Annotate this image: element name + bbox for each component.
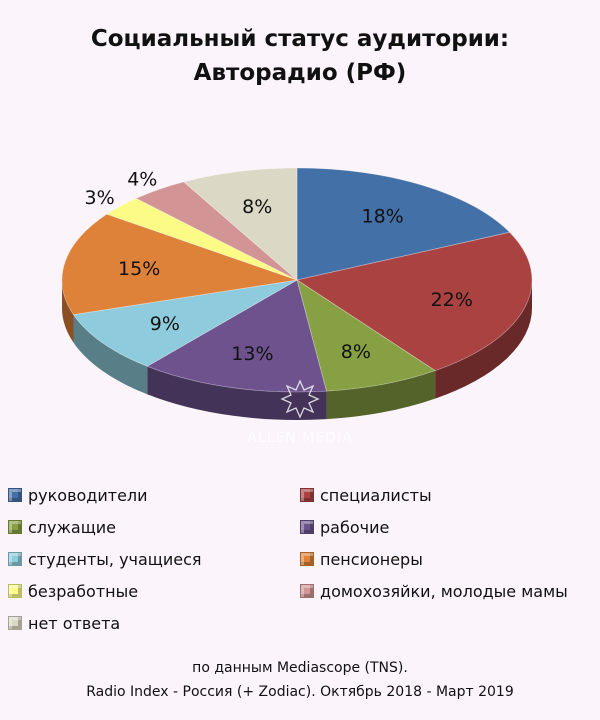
legend-item-2: служащие	[8, 516, 300, 538]
legend-label: безработные	[28, 581, 139, 601]
legend-item-0: руководители	[8, 484, 300, 506]
legend-label: служащие	[28, 517, 117, 537]
pie-slice-специалисты	[295, 231, 533, 372]
legend-swatch	[8, 520, 22, 534]
pie-slice-нет ответа	[182, 167, 298, 281]
legend-label: рабочие	[320, 517, 390, 537]
pie-value-label: 8%	[341, 341, 371, 363]
legend-swatch	[300, 584, 314, 598]
pie-tops	[61, 167, 533, 393]
pie-slice-служащие	[296, 279, 437, 392]
legend-swatch	[8, 488, 22, 502]
chart-legend: руководители специалисты служащие рабочи…	[8, 484, 598, 634]
watermark: ALLEN MEDIA	[247, 379, 352, 446]
chart-title: Социальный статус аудитории: Авторадио (…	[0, 22, 600, 90]
pie-slice-пенсионеры	[61, 213, 298, 316]
pie-value-label: 4%	[127, 169, 157, 191]
legend-item-3: рабочие	[300, 516, 592, 538]
legend-label: пенсионеры	[320, 549, 423, 569]
legend-item-5: пенсионеры	[300, 548, 592, 570]
pie-side-рабочие	[147, 366, 327, 421]
pie-side-студенты, учащиеся	[73, 314, 148, 395]
pie-value-label: 13%	[231, 343, 273, 365]
pie-side-служащие	[326, 370, 436, 420]
watermark-text: ALLEN MEDIA	[247, 430, 352, 446]
source-line-2: Radio Index - Россия (+ Zodiac). Октябрь…	[86, 684, 514, 700]
pie-value-label: 18%	[362, 206, 404, 228]
pie-value-label: 8%	[242, 196, 272, 218]
pie-sides	[62, 280, 532, 421]
pie-side-специалисты	[435, 280, 532, 399]
legend-item-8: нет ответа	[8, 612, 300, 634]
pie-value-label: 3%	[84, 187, 114, 209]
legend-swatch	[8, 616, 22, 630]
watermark-star-icon	[280, 379, 320, 419]
legend-label: студенты, учащиеся	[28, 549, 202, 569]
legend-swatch	[300, 552, 314, 566]
source-note: по данным Mediascope (TNS). Radio Index …	[0, 656, 600, 704]
legend-label: руководители	[28, 485, 148, 505]
legend-item-4: студенты, учащиеся	[8, 548, 300, 570]
pie-slice-студенты, учащиеся	[72, 279, 298, 367]
legend-label: специалисты	[320, 485, 432, 505]
legend-item-1: специалисты	[300, 484, 592, 506]
source-line-1: по данным Mediascope (TNS).	[192, 660, 408, 676]
pie-slice-безработные	[105, 197, 298, 281]
legend-swatch	[300, 488, 314, 502]
pie-chart: ALLEN MEDIA 18% 22% 8% 13% 9% 15% 3% 4% 8%	[61, 167, 533, 446]
pie-slice-домохозяйки, молодые мамы	[135, 181, 298, 281]
pie-side-пенсионеры	[62, 280, 74, 343]
legend-swatch	[300, 520, 314, 534]
pie-value-label: 9%	[150, 313, 180, 335]
legend-swatch	[8, 552, 22, 566]
pie-value-label: 22%	[431, 289, 473, 311]
legend-label: домохозяйки, молодые мамы	[320, 581, 568, 601]
legend-swatch	[8, 584, 22, 598]
pie-slice-руководители	[296, 167, 511, 281]
pie-labels: 18% 22% 8% 13% 9% 15% 3% 4% 8%	[84, 169, 472, 366]
legend-item-7: домохозяйки, молодые мамы	[300, 580, 592, 602]
chart-title-line-2: Авторадио (РФ)	[193, 60, 407, 86]
chart-title-line-1: Социальный статус аудитории:	[90, 26, 510, 52]
legend-label: нет ответа	[28, 613, 121, 633]
pie-value-label: 15%	[118, 258, 160, 280]
legend-item-6: безработные	[8, 580, 300, 602]
